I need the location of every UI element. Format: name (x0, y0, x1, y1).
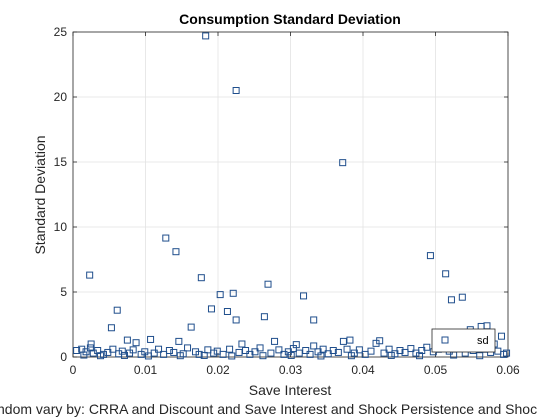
x-tick-label: 0.06 (496, 363, 520, 377)
y-axis-label: Standard Deviation (32, 135, 48, 254)
y-tick-label: 5 (60, 285, 67, 299)
legend: sd (432, 329, 495, 352)
legend-label: sd (477, 335, 489, 347)
x-tick-label: 0.01 (134, 363, 158, 377)
y-tick-label: 15 (54, 155, 68, 169)
y-tick-label: 25 (54, 25, 68, 39)
x-axis-label: Save Interest (249, 382, 332, 398)
figure-caption: ndom vary by: CRRA and Discount and Save… (0, 401, 537, 417)
y-tick-label: 10 (54, 220, 68, 234)
x-tick-label: 0.05 (424, 363, 448, 377)
x-tick-label: 0.02 (206, 363, 230, 377)
chart-title: Consumption Standard Deviation (179, 11, 401, 27)
y-tick-label: 0 (60, 350, 67, 364)
y-tick-label: 20 (54, 90, 68, 104)
x-tick-label: 0.03 (279, 363, 303, 377)
x-tick-label: 0.04 (351, 363, 375, 377)
x-tick-label: 0 (70, 363, 77, 377)
